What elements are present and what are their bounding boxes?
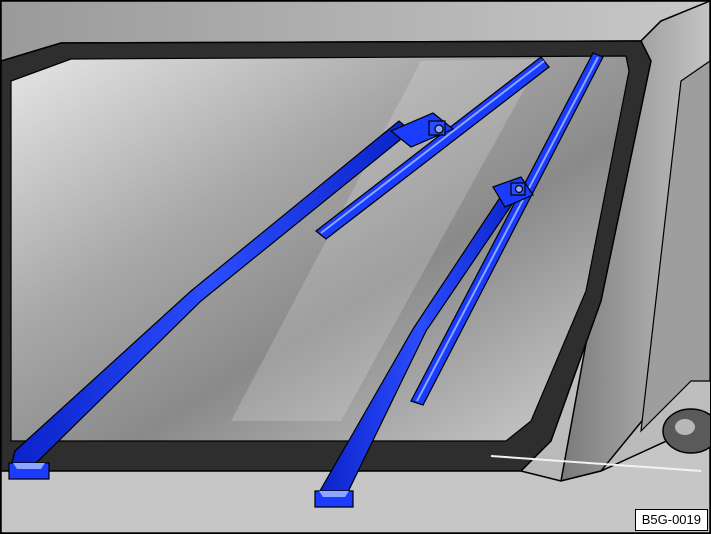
left-wiper <box>8 56 550 480</box>
side-window <box>640 60 710 433</box>
glass-reflection <box>231 59 541 421</box>
right-wiper <box>314 52 604 508</box>
hood-highlight <box>490 455 702 472</box>
windshield-glass <box>10 55 630 442</box>
mirror-highlight <box>675 419 695 435</box>
figure-code-label: B5G-0019 <box>634 509 708 531</box>
